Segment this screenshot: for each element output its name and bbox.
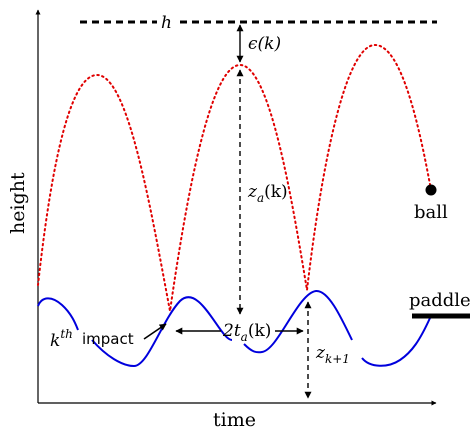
paddle-trajectory-segment-3: [243, 290, 353, 354]
apex-height-label: za(k): [247, 182, 288, 205]
flight-time-subscript: a: [241, 330, 248, 344]
impact-height-symbol: z: [315, 343, 326, 363]
impact-height-label: zk+1: [315, 343, 350, 366]
impact-height-subscript: k+1: [325, 352, 350, 366]
flight-time-argument: (k): [248, 321, 272, 341]
impact-label: impact: [82, 330, 134, 348]
kth-impact-index: kth: [50, 327, 73, 351]
kth-symbol: k: [50, 331, 60, 351]
y-axis-title: height: [7, 172, 29, 234]
apex-height-symbol: z: [247, 182, 258, 202]
flight-time-label: 2ta(k): [222, 321, 271, 344]
paddle-trajectory-segment-1: [37, 297, 79, 331]
x-axis-title: time: [213, 409, 256, 431]
paddle-trajectory-segment-4: [361, 317, 431, 367]
ball: [425, 184, 437, 196]
apex-height-argument: (k): [264, 182, 288, 202]
paddle-label: paddle: [409, 290, 471, 311]
impact-arrow: [143, 323, 167, 340]
kth-superscript: th: [60, 327, 73, 341]
epsilon-label: ϵ(k): [248, 34, 281, 54]
h-label: h: [161, 13, 172, 33]
apex-height-subscript: a: [257, 191, 264, 205]
ball-trajectory: [37, 43, 432, 312]
flight-time-symbol: 2t: [222, 321, 241, 341]
ball-label: ball: [414, 202, 448, 223]
